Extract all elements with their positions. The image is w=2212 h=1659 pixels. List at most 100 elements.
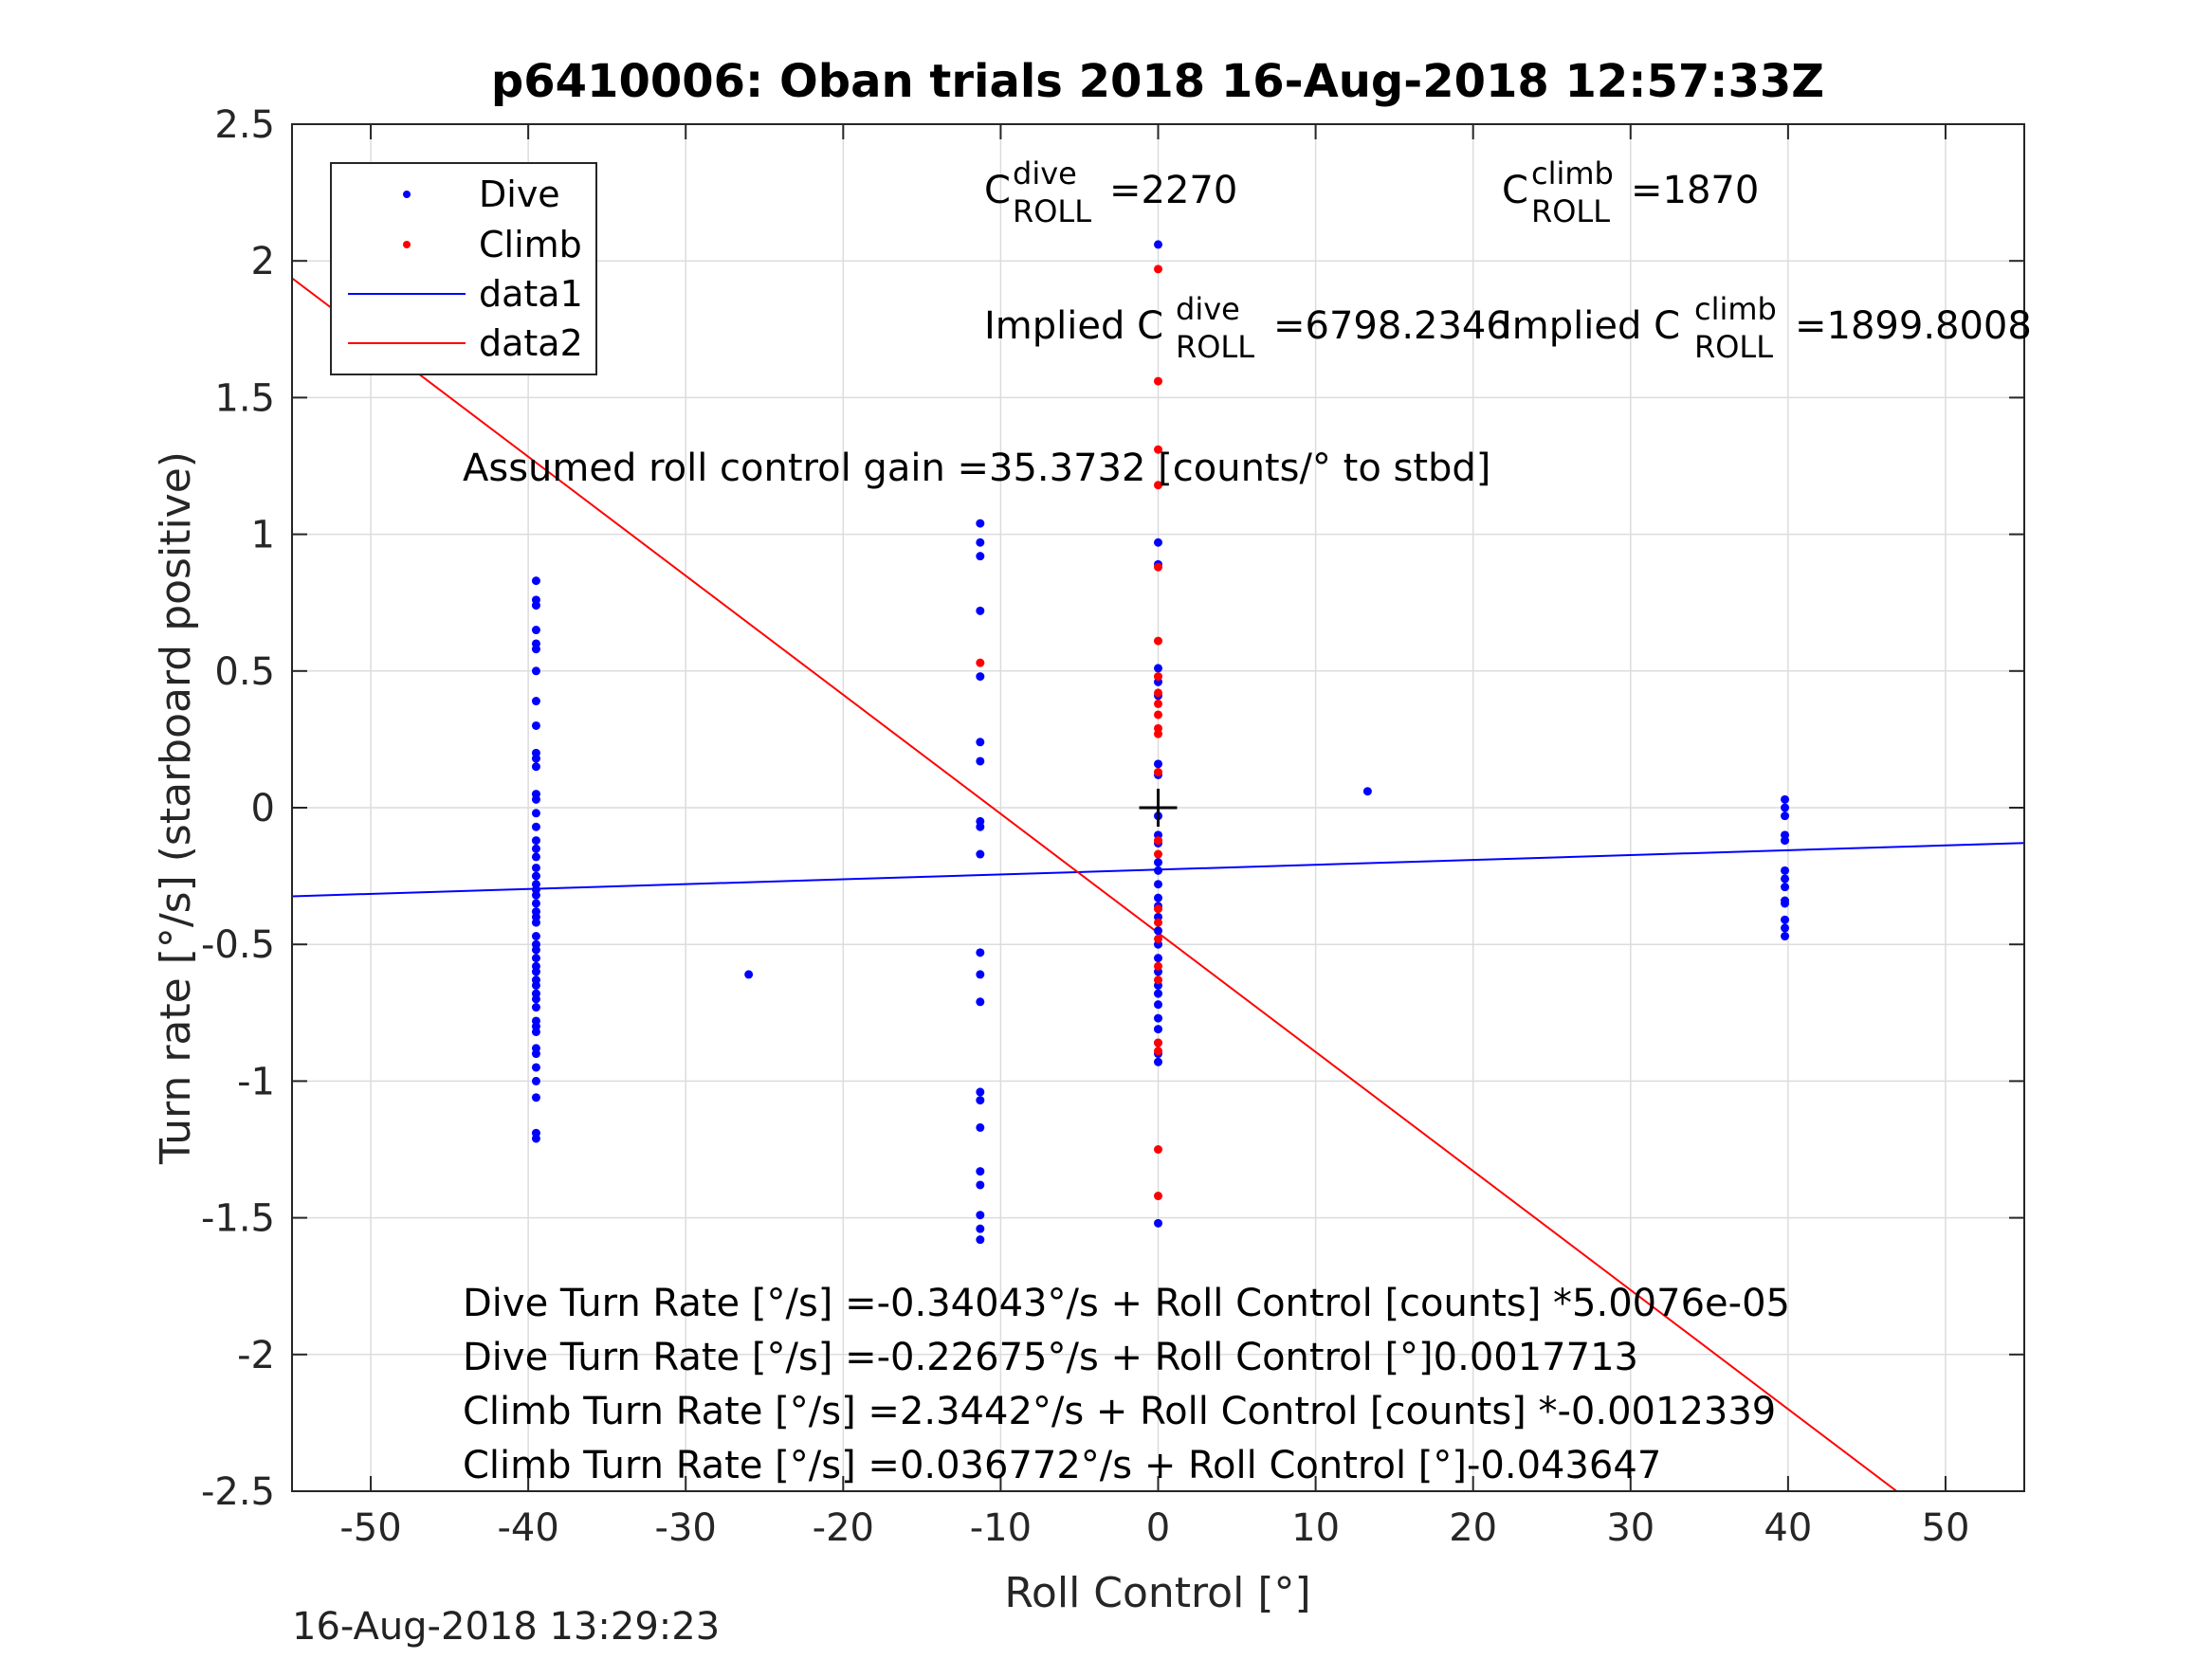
y-tick-label: -0.5	[201, 923, 275, 967]
climb-point	[1154, 1192, 1162, 1201]
dive-point	[1781, 883, 1790, 892]
x-tick-label: -20	[813, 1506, 874, 1550]
implied-c-roll-dive-annotation: Implied C dive ROLL =6798.2346	[984, 291, 1510, 365]
dive-point	[976, 849, 985, 859]
dive-point	[976, 1122, 985, 1132]
svg-text:ROLL: ROLL	[1694, 329, 1773, 365]
svg-text:=1870: =1870	[1631, 169, 1759, 212]
dive-point	[531, 576, 540, 586]
dive-point	[1781, 874, 1790, 884]
dive-point	[531, 809, 540, 818]
dive-point	[744, 970, 754, 979]
dive-point	[1781, 932, 1790, 941]
dive-point	[976, 1211, 985, 1220]
dive-point	[531, 601, 540, 611]
dive-point	[1781, 803, 1790, 812]
implied-c-roll-climb-annotation: Implied C climb ROLL =1899.8008	[1501, 291, 2032, 365]
svg-text:C: C	[984, 169, 1011, 212]
dive-point	[531, 1093, 540, 1103]
climb-point	[1154, 672, 1162, 682]
x-tick-label: 0	[1146, 1506, 1170, 1550]
dive-point	[531, 899, 540, 908]
svg-text:=1899.8008: =1899.8008	[1795, 304, 2032, 348]
svg-text:Implied C: Implied C	[984, 304, 1163, 348]
dive-point	[531, 1134, 540, 1143]
dive-point	[976, 606, 985, 615]
dive-point	[531, 1049, 540, 1059]
climb-point	[1154, 264, 1162, 274]
dive-point	[1154, 538, 1162, 547]
dive-point	[1781, 836, 1790, 846]
dive-point	[531, 1003, 540, 1012]
dive-point	[976, 1096, 985, 1105]
x-tick-label: -10	[970, 1506, 1032, 1550]
svg-text:C: C	[1502, 169, 1528, 212]
dive-point	[531, 697, 540, 706]
dive-point	[1154, 1025, 1162, 1034]
dive-point	[976, 997, 985, 1007]
legend-data2-label: data2	[479, 322, 583, 364]
dive-point	[531, 890, 540, 900]
dive-point	[531, 1076, 540, 1085]
dive-point	[1781, 915, 1790, 924]
dive-point	[1154, 1000, 1162, 1010]
svg-text:ROLL: ROLL	[1531, 193, 1610, 229]
svg-text:dive: dive	[1013, 155, 1077, 191]
dive-point	[1154, 1218, 1162, 1228]
dive-point	[976, 757, 985, 766]
dive-point	[531, 863, 540, 872]
dive-point	[976, 738, 985, 747]
fit-equation-4: Climb Turn Rate [°/s] =0.036772°/s + Rol…	[463, 1444, 1661, 1487]
dive-point	[976, 1087, 985, 1097]
dive-point	[1781, 794, 1790, 804]
climb-point	[1154, 699, 1162, 708]
x-tick-label: -50	[339, 1506, 401, 1550]
dive-point	[1154, 664, 1162, 673]
y-tick-labels: -2.5 -2 -1.5 -1 -0.5 0 0.5 1 1.5 2 2.5	[201, 103, 275, 1514]
dive-point	[531, 666, 540, 676]
legend-climb-label: Climb	[479, 224, 582, 265]
dive-point	[976, 822, 985, 831]
dive-point	[531, 980, 540, 990]
dive-point	[531, 852, 540, 862]
y-tick-label: 2	[251, 240, 275, 283]
x-tick-labels: -50 -40 -30 -20 -10 0 10 20 30 40 50	[339, 1506, 1969, 1550]
legend-climb-marker	[403, 241, 411, 248]
dive-point	[531, 954, 540, 963]
climb-point	[1154, 481, 1162, 490]
climb-point	[1154, 729, 1162, 738]
dive-point	[1154, 866, 1162, 875]
chart-title: p6410006: Oban trials 2018 16-Aug-2018 1…	[491, 55, 1824, 108]
dive-point	[1362, 787, 1372, 796]
dive-point	[531, 844, 540, 853]
climb-point	[1154, 836, 1162, 846]
x-tick-label: 20	[1449, 1506, 1497, 1550]
dive-point	[531, 754, 540, 763]
dive-point	[1154, 240, 1162, 249]
climb-point	[1154, 1038, 1162, 1048]
dive-point	[531, 1027, 540, 1036]
dive-point	[531, 1063, 540, 1072]
data-points	[531, 240, 1790, 1245]
legend-box	[330, 162, 597, 375]
dive-point	[976, 519, 985, 528]
x-tick-label: 10	[1291, 1506, 1340, 1550]
c-roll-dive-annotation: C dive ROLL =2270	[984, 155, 1237, 229]
legend-data1-label: data1	[479, 273, 583, 315]
roll-gain-annotation: Assumed roll control gain =35.3732 [coun…	[463, 447, 1490, 490]
dive-point	[531, 994, 540, 1004]
svg-text:climb: climb	[1531, 155, 1614, 191]
dive-point	[531, 918, 540, 927]
x-tick-label: 40	[1764, 1506, 1812, 1550]
dive-point	[1154, 954, 1162, 963]
y-tick-label: -2	[237, 1334, 275, 1377]
x-axis-label: Roll Control [°]	[1004, 1569, 1310, 1617]
dive-point	[531, 822, 540, 831]
dive-point	[531, 762, 540, 772]
dive-point	[531, 794, 540, 804]
svg-text:ROLL: ROLL	[1176, 329, 1254, 365]
x-tick-label: 50	[1922, 1506, 1970, 1550]
dive-point	[1154, 759, 1162, 769]
dive-point	[976, 1180, 985, 1190]
dive-point	[1154, 1013, 1162, 1023]
